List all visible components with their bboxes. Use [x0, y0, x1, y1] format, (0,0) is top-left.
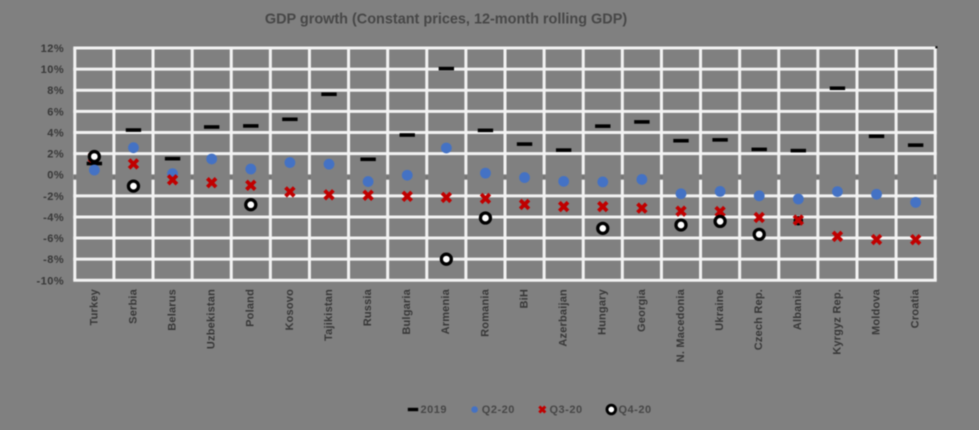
svg-text:-10%: -10% — [37, 275, 65, 287]
svg-text:4%: 4% — [47, 127, 64, 139]
svg-text:Kosovo: Kosovo — [284, 289, 296, 331]
svg-text:Kyrgyz Rep.: Kyrgyz Rep. — [831, 289, 843, 355]
svg-text:-6%: -6% — [43, 233, 64, 245]
svg-text:BiH: BiH — [518, 289, 530, 309]
svg-text:Georgia: Georgia — [636, 288, 648, 332]
svg-text:Romania: Romania — [479, 288, 491, 337]
svg-text:N. Macedonia: N. Macedonia — [675, 288, 687, 362]
svg-text:Serbia: Serbia — [127, 288, 139, 324]
svg-text:Poland: Poland — [245, 289, 257, 327]
svg-text:-8%: -8% — [43, 254, 64, 266]
svg-text:Bulgaria: Bulgaria — [401, 288, 413, 334]
svg-text:2%: 2% — [47, 149, 64, 161]
svg-text:2019: 2019 — [421, 404, 447, 416]
svg-text:-2%: -2% — [43, 191, 64, 203]
svg-text:-4%: -4% — [43, 212, 64, 224]
svg-text:10%: 10% — [41, 64, 65, 76]
svg-text:GDP growth (Constant prices, 1: GDP growth (Constant prices, 12-month ro… — [265, 11, 627, 27]
svg-text:12%: 12% — [41, 43, 65, 55]
svg-text:Turkey: Turkey — [88, 288, 100, 325]
svg-text:Hungary: Hungary — [597, 288, 609, 335]
svg-text:Czech Rep.: Czech Rep. — [753, 289, 765, 350]
svg-text:Q4-20: Q4-20 — [619, 404, 652, 416]
svg-text:Albania: Albania — [792, 288, 804, 330]
svg-text:Armenia: Armenia — [440, 288, 452, 334]
svg-text:Belarus: Belarus — [166, 289, 178, 331]
svg-text:Uzbekistan: Uzbekistan — [206, 289, 218, 349]
svg-text:Moldova: Moldova — [870, 288, 882, 335]
svg-text:0%: 0% — [47, 170, 64, 182]
svg-text:Q2-20: Q2-20 — [482, 404, 515, 416]
svg-text:Azerbaijan: Azerbaijan — [558, 289, 570, 347]
svg-text:Russia: Russia — [362, 288, 374, 326]
svg-text:6%: 6% — [47, 106, 64, 118]
svg-text:Ukraine: Ukraine — [714, 289, 726, 331]
svg-text:8%: 8% — [47, 85, 64, 97]
svg-text:Q3-20: Q3-20 — [550, 404, 583, 416]
svg-text:Croatia: Croatia — [910, 288, 922, 328]
svg-text:Tajikistan: Tajikistan — [323, 289, 335, 341]
